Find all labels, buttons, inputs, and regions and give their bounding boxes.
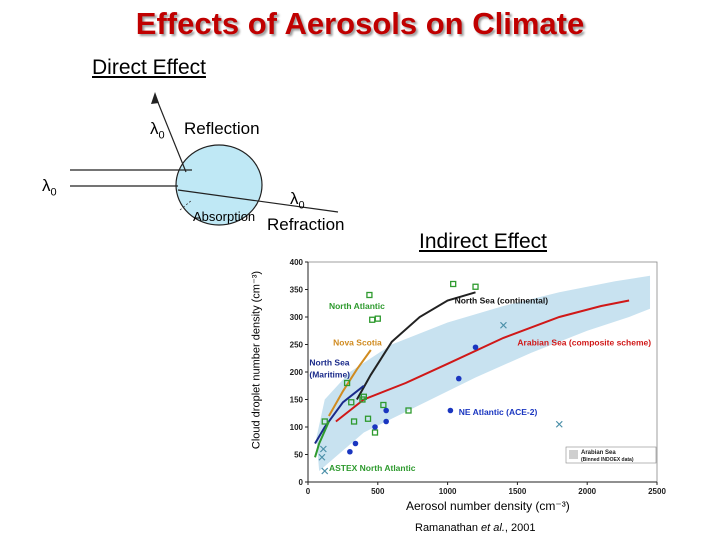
series-annotation: Arabian Sea (composite scheme) (517, 338, 651, 348)
data-point-square (350, 418, 358, 425)
legend-label: Arabian Sea (581, 450, 616, 456)
chart-x-axis-label: Aerosol number density (cm⁻³) (406, 499, 570, 513)
series-annotation: Nova Scotia (333, 338, 382, 348)
data-point-cross (321, 467, 329, 475)
fit-curve (335, 299, 630, 423)
data-point-circle (472, 344, 479, 351)
citation: Ramanathan et al., 2001 (415, 522, 536, 534)
data-point-square (360, 393, 367, 400)
x-tick-label: 0 (306, 487, 311, 496)
data-point-square (380, 401, 387, 409)
y-tick-label: 100 (290, 423, 304, 432)
data-point-square (371, 429, 379, 436)
series-annotation: NE Atlantic (ACE-2) (459, 407, 538, 417)
x-tick-label: 500 (371, 487, 385, 496)
legend-box (565, 446, 657, 464)
data-point-square (343, 379, 351, 387)
aerosol-particle (175, 144, 263, 226)
fit-curve (314, 421, 330, 458)
data-point-circle (352, 440, 359, 447)
y-tick-label: 300 (290, 313, 304, 322)
data-point-square (366, 291, 373, 299)
reflected-ray (154, 94, 187, 173)
refraction-label: Refraction (267, 215, 345, 234)
data-point-circle (383, 407, 389, 414)
arabian-sea-band (316, 275, 651, 471)
y-tick-label: 50 (294, 451, 303, 460)
refracted-ray (177, 189, 339, 213)
fit-curve (314, 385, 365, 445)
y-tick-label: 200 (290, 368, 304, 377)
data-point-circle (372, 424, 378, 430)
series-annotation: North Atlantic (329, 301, 385, 311)
y-tick-label: 250 (290, 341, 304, 350)
indirect-effect-heading: Indirect Effect (419, 230, 548, 253)
series-annotation: North Sea (309, 357, 349, 367)
absorption-label: Absorption (193, 209, 256, 224)
data-point-cross (500, 321, 507, 329)
x-tick-label: 2500 (648, 487, 666, 496)
reflection-label: Reflection (184, 119, 260, 138)
data-point-cross (319, 445, 327, 453)
x-tick-label: 1500 (509, 487, 527, 496)
data-point-square (321, 418, 328, 425)
data-point-circle (447, 407, 454, 414)
x-tick-label: 2000 (578, 487, 596, 496)
data-point-cross (318, 453, 326, 461)
data-point-circle (455, 375, 462, 382)
reflected-ray-arrowhead (151, 92, 159, 104)
series-annotation: (Maritime) (309, 370, 350, 380)
citation-year: , 2001 (504, 522, 536, 534)
fit-curve (356, 291, 476, 400)
data-point-square (364, 415, 372, 422)
legend-swatch (569, 450, 578, 459)
data-point-square (472, 283, 479, 290)
data-point-square (348, 399, 355, 406)
data-point-square (450, 280, 457, 288)
series-annotation: North Sea (continental) (455, 295, 549, 305)
series-annotation: ASTEX North Atlantic (329, 463, 416, 473)
legend-sublabel: (Binned INDOEX data) (581, 457, 634, 463)
citation-etal: et al. (481, 522, 505, 534)
data-point-cross (555, 420, 563, 428)
y-tick-label: 150 (290, 396, 304, 405)
data-point-circle (347, 448, 353, 455)
incident-lambda-label: λ0 (42, 176, 57, 199)
refraction-lambda-label: λ0 (290, 189, 305, 212)
data-point-square (374, 315, 381, 322)
y-tick-label: 350 (290, 286, 304, 295)
page-title: Effects of Aerosols on Climate (135, 6, 585, 41)
citation-author: Ramanathan (415, 522, 482, 534)
absorption-marker (179, 199, 193, 211)
y-tick-label: 400 (290, 258, 304, 267)
x-tick-label: 1000 (439, 487, 457, 496)
data-point-circle (383, 418, 389, 425)
reflection-lambda-label: λ0 (150, 119, 165, 142)
y-tick-label: 0 (299, 478, 304, 487)
direct-effect-heading: Direct Effect (92, 56, 206, 79)
data-point-square (405, 407, 412, 414)
